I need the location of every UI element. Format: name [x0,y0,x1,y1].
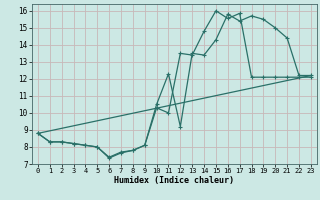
X-axis label: Humidex (Indice chaleur): Humidex (Indice chaleur) [115,176,234,185]
